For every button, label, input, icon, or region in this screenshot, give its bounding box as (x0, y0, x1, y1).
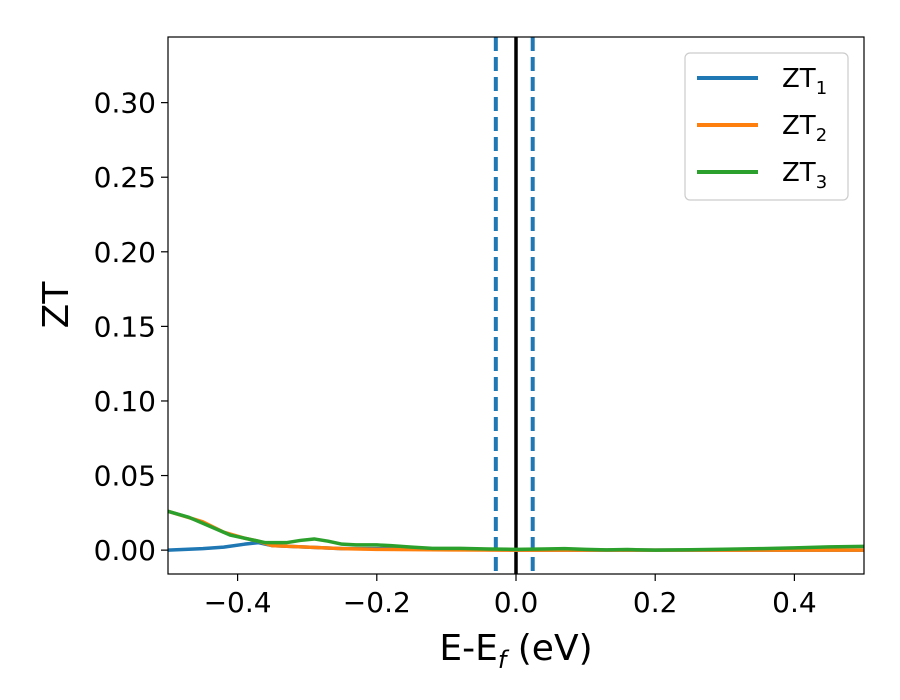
x-tick-label: 0.2 (633, 586, 678, 619)
series-line-zt3 (168, 509, 864, 552)
x-axis-label-main: E-E (439, 628, 497, 669)
x-tick-label: −0.4 (204, 586, 272, 619)
legend-label-name: ZT (782, 111, 816, 141)
y-tick-label: 0.05 (94, 460, 156, 493)
legend-label-subscript: 3 (816, 172, 827, 193)
y-axis-label: ZT (36, 281, 77, 329)
vertical-lines (493, 37, 535, 574)
legend-label-subscript: 2 (816, 125, 827, 146)
legend-label-name: ZT (782, 64, 816, 94)
y-tick-label: 0.10 (94, 385, 156, 418)
x-tick-label: 0.4 (772, 586, 817, 619)
x-tick-label: 0.0 (494, 586, 539, 619)
legend-box (684, 52, 849, 201)
legend-label-zt3: ZT3 (782, 158, 827, 193)
x-axis-label: E-Ef (eV) (439, 628, 592, 674)
y-tick-label: 0.15 (94, 310, 156, 343)
legend-label-subscript: 1 (816, 78, 827, 99)
y-tick-label: 0.25 (94, 161, 156, 194)
y-tick-label: 0.20 (94, 236, 156, 269)
legend-label-zt1: ZT1 (782, 64, 827, 99)
series-layer (168, 509, 864, 552)
y-tick-label: 0.00 (94, 534, 156, 567)
y-tick-label: 0.30 (94, 87, 156, 120)
legend-label-name: ZT (782, 158, 816, 188)
legend-label-zt2: ZT2 (782, 111, 827, 146)
x-axis: −0.4 −0.2 0.0 0.2 0.4 (204, 574, 817, 619)
y-axis: 0.00 0.05 0.10 0.15 0.20 0.25 0.30 (94, 87, 168, 567)
x-tick-label: −0.2 (343, 586, 411, 619)
x-axis-label-unit: (eV) (506, 628, 592, 669)
